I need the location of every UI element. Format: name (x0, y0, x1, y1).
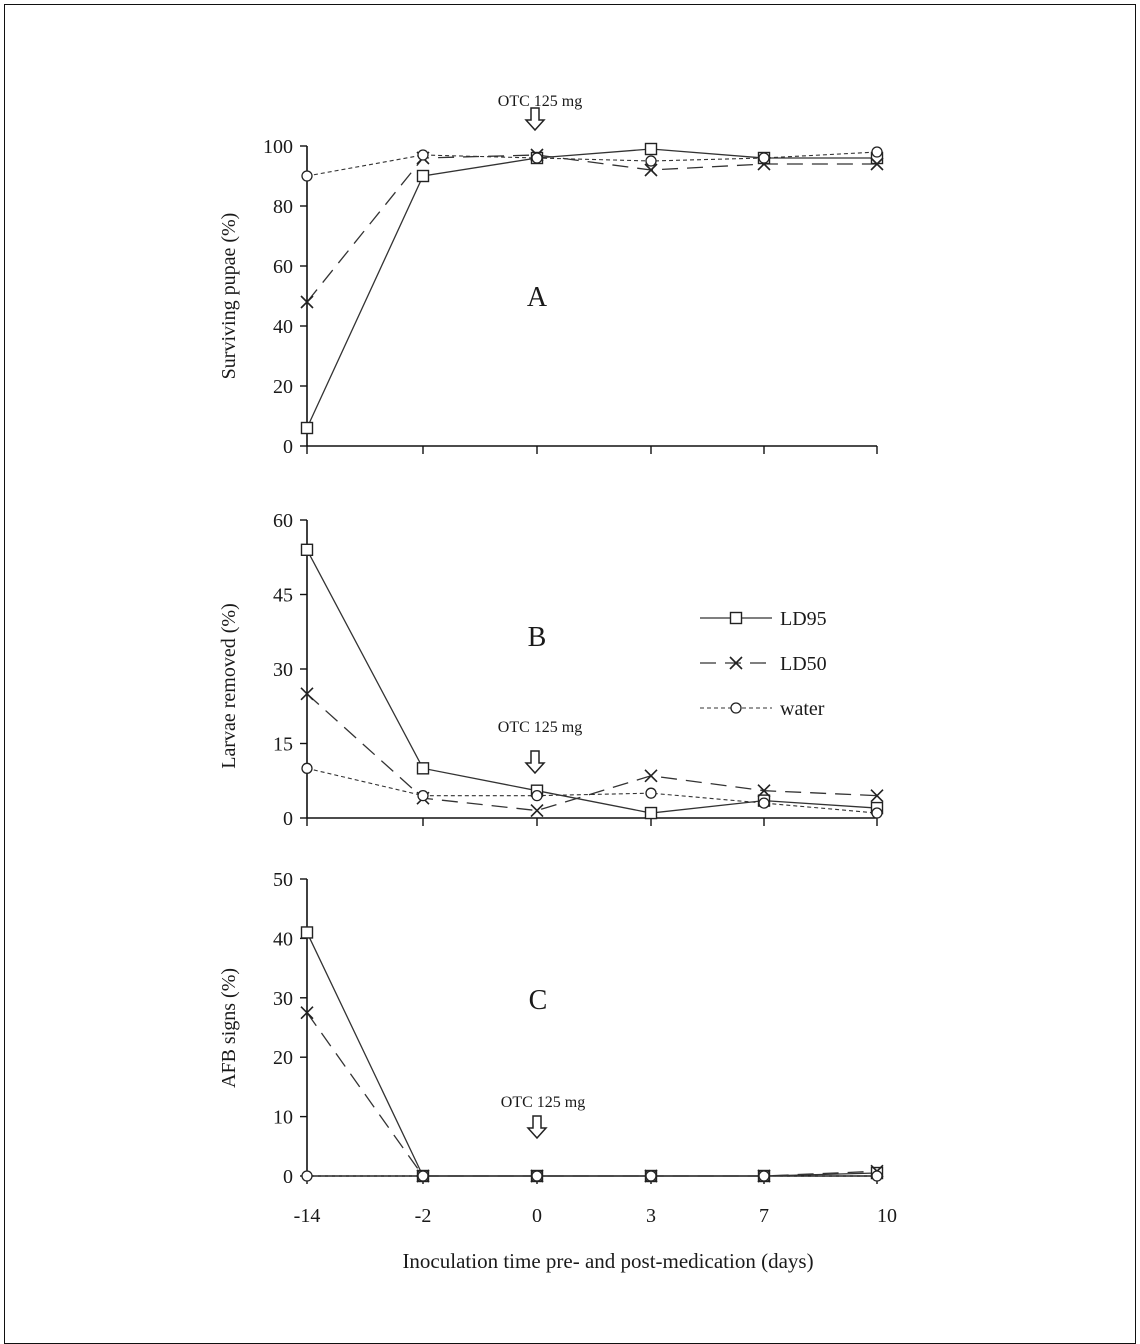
x-tick-label: 0 (532, 1205, 542, 1227)
y-axis-label: AFB signs (%) (218, 968, 240, 1088)
down-arrow-icon (524, 107, 546, 132)
y-tick-label: 45 (273, 585, 293, 607)
figure-frame (4, 4, 1136, 1344)
data-point-ld50 (644, 769, 658, 783)
series-line-water (306, 767, 878, 814)
series-line-ld50 (306, 154, 877, 303)
data-point-water (531, 1170, 543, 1182)
y-tick-label: 40 (273, 316, 293, 338)
y-axis-label: Larvae removed (%) (218, 603, 240, 768)
y-axis-label: Surviving pupae (%) (218, 213, 240, 380)
legend-marker-ld50 (729, 656, 743, 670)
series-line-ld95 (306, 549, 878, 814)
legend-marker-ld95 (729, 611, 743, 625)
data-point-water (645, 787, 657, 799)
y-tick-label: 80 (273, 196, 293, 218)
data-point-water (645, 1170, 657, 1182)
data-point-ld50 (757, 784, 771, 798)
y-tick-label: 0 (283, 1166, 293, 1188)
x-tick-label: 7 (759, 1205, 769, 1227)
data-point-ld95 (644, 806, 658, 820)
data-point-water (417, 149, 429, 161)
series-line-ld50 (306, 1012, 878, 1177)
y-tick-label: 20 (273, 376, 293, 398)
series-line-ld95 (306, 932, 878, 1177)
chart-panel-a: 0 20 40 60 80 100 Surviving pupae (%) A OTC 125 … (218, 93, 884, 458)
data-point-water (758, 797, 770, 809)
panel-label: A (527, 282, 548, 313)
down-arrow-icon (524, 750, 546, 775)
data-point-water (871, 1170, 883, 1182)
data-point-ld50 (870, 789, 884, 803)
y-tick-label: 30 (273, 988, 293, 1010)
x-axis-label: Inoculation time pre- and post-medicatio… (402, 1249, 813, 1273)
y-tick-label: 10 (273, 1107, 293, 1129)
data-point-water (531, 790, 543, 802)
data-point-water (417, 790, 429, 802)
x-tick-label: -14 (294, 1205, 321, 1227)
data-point-ld95 (644, 142, 658, 156)
data-point-ld50 (644, 163, 658, 177)
data-point-ld95 (300, 926, 314, 939)
data-point-ld95 (300, 543, 314, 556)
medication-annotation: OTC 125 mg (498, 719, 582, 736)
legend-label: LD95 (780, 608, 827, 630)
chart-panel-b: 0 15 30 45 60 Larvae removed (%) B OTC 125 mg LD… (218, 510, 884, 830)
data-point-ld50 (300, 1006, 314, 1020)
y-tick-label: 50 (273, 869, 293, 891)
data-point-ld50 (530, 803, 544, 818)
data-point-ld50 (300, 687, 314, 701)
data-point-water (758, 152, 770, 164)
data-point-water (871, 146, 883, 158)
legend-label: water (780, 698, 825, 720)
panel-label: B (528, 622, 547, 653)
x-tick-label: 3 (646, 1205, 656, 1227)
y-tick-label: 0 (283, 808, 293, 830)
data-point-ld50 (300, 295, 314, 309)
y-tick-label: 40 (273, 928, 293, 950)
data-point-water (301, 1170, 313, 1182)
data-point-ld95 (416, 169, 430, 183)
data-point-water (758, 1170, 770, 1182)
series-line-ld50 (306, 693, 878, 812)
data-point-ld95 (416, 762, 430, 775)
x-tick-label: 10 (877, 1205, 897, 1227)
data-point-water (301, 170, 313, 182)
series-line-water (306, 151, 878, 177)
data-point-ld50 (870, 157, 884, 171)
y-tick-label: 30 (273, 659, 293, 681)
medication-annotation: OTC 125 mg (501, 1094, 585, 1111)
legend-marker-water (730, 702, 742, 714)
y-tick-label: 15 (273, 734, 293, 756)
down-arrow-icon (526, 1115, 548, 1140)
y-tick-label: 100 (263, 136, 293, 158)
medication-annotation: OTC 125 mg (498, 93, 582, 110)
data-point-water (645, 155, 657, 167)
data-point-water (531, 152, 543, 164)
legend-label: LD50 (780, 653, 827, 675)
data-point-water (417, 1170, 429, 1182)
y-tick-label: 60 (273, 510, 293, 532)
data-point-ld95 (300, 421, 314, 435)
series-line-ld95 (306, 148, 877, 429)
data-point-water (301, 762, 313, 774)
data-point-water (871, 807, 883, 819)
y-tick-label: 0 (283, 436, 293, 458)
panel-label: C (529, 985, 548, 1016)
x-tick-label: -2 (415, 1205, 432, 1227)
y-tick-label: 20 (273, 1047, 293, 1069)
y-tick-label: 60 (273, 256, 293, 278)
